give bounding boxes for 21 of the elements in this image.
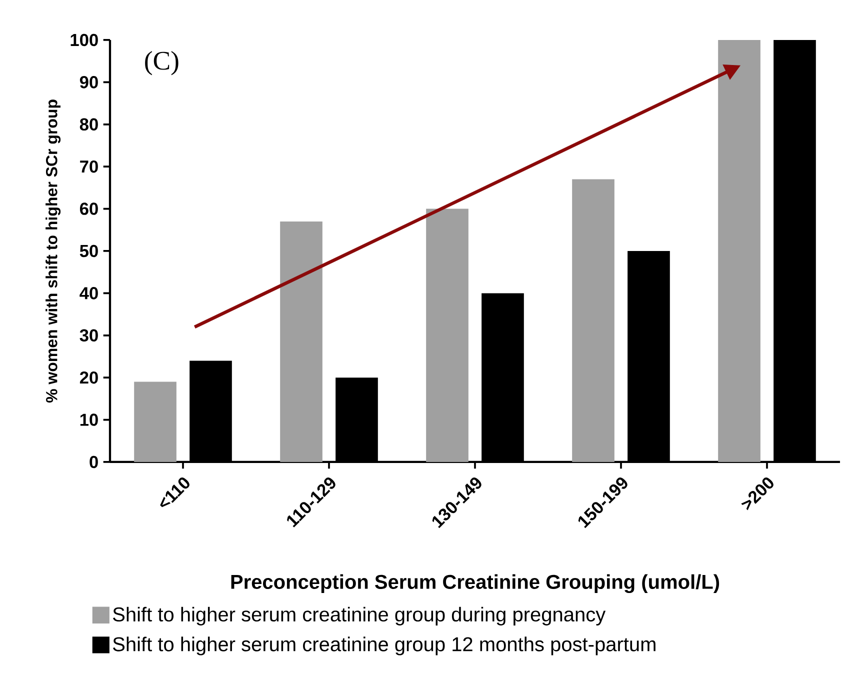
y-tick-label: 90: [80, 76, 98, 88]
y-tick-label: 60: [80, 202, 98, 215]
y-tick-label: 50: [80, 244, 98, 258]
y-axis-title: % women with shift to higher SCr group: [46, 100, 61, 403]
y-tick-label: 100: [70, 34, 98, 46]
annotation: (C): [145, 51, 178, 76]
bar: [134, 382, 176, 462]
bar: [718, 40, 760, 462]
y-tick-label: 20: [80, 371, 98, 384]
bar: [280, 221, 322, 462]
bar: [426, 208, 468, 462]
y-tick-label: 70: [80, 160, 98, 173]
y-tick-label: 80: [80, 118, 98, 131]
x-axis-title: Preconception Serum Creatinine Grouping (umol/L): [231, 574, 720, 594]
y-tick-label: 10: [80, 414, 98, 426]
legend-label: Shift to higher serum creatinine group 12 months post-partum: [113, 636, 656, 656]
legend-label: Shift to higher serum creatinine group during pregnancy: [113, 606, 606, 626]
y-tick-label: 40: [80, 287, 98, 300]
y-tick-label: 30: [80, 329, 98, 342]
bar: [572, 179, 614, 462]
y-tick-label: 0: [90, 456, 98, 468]
